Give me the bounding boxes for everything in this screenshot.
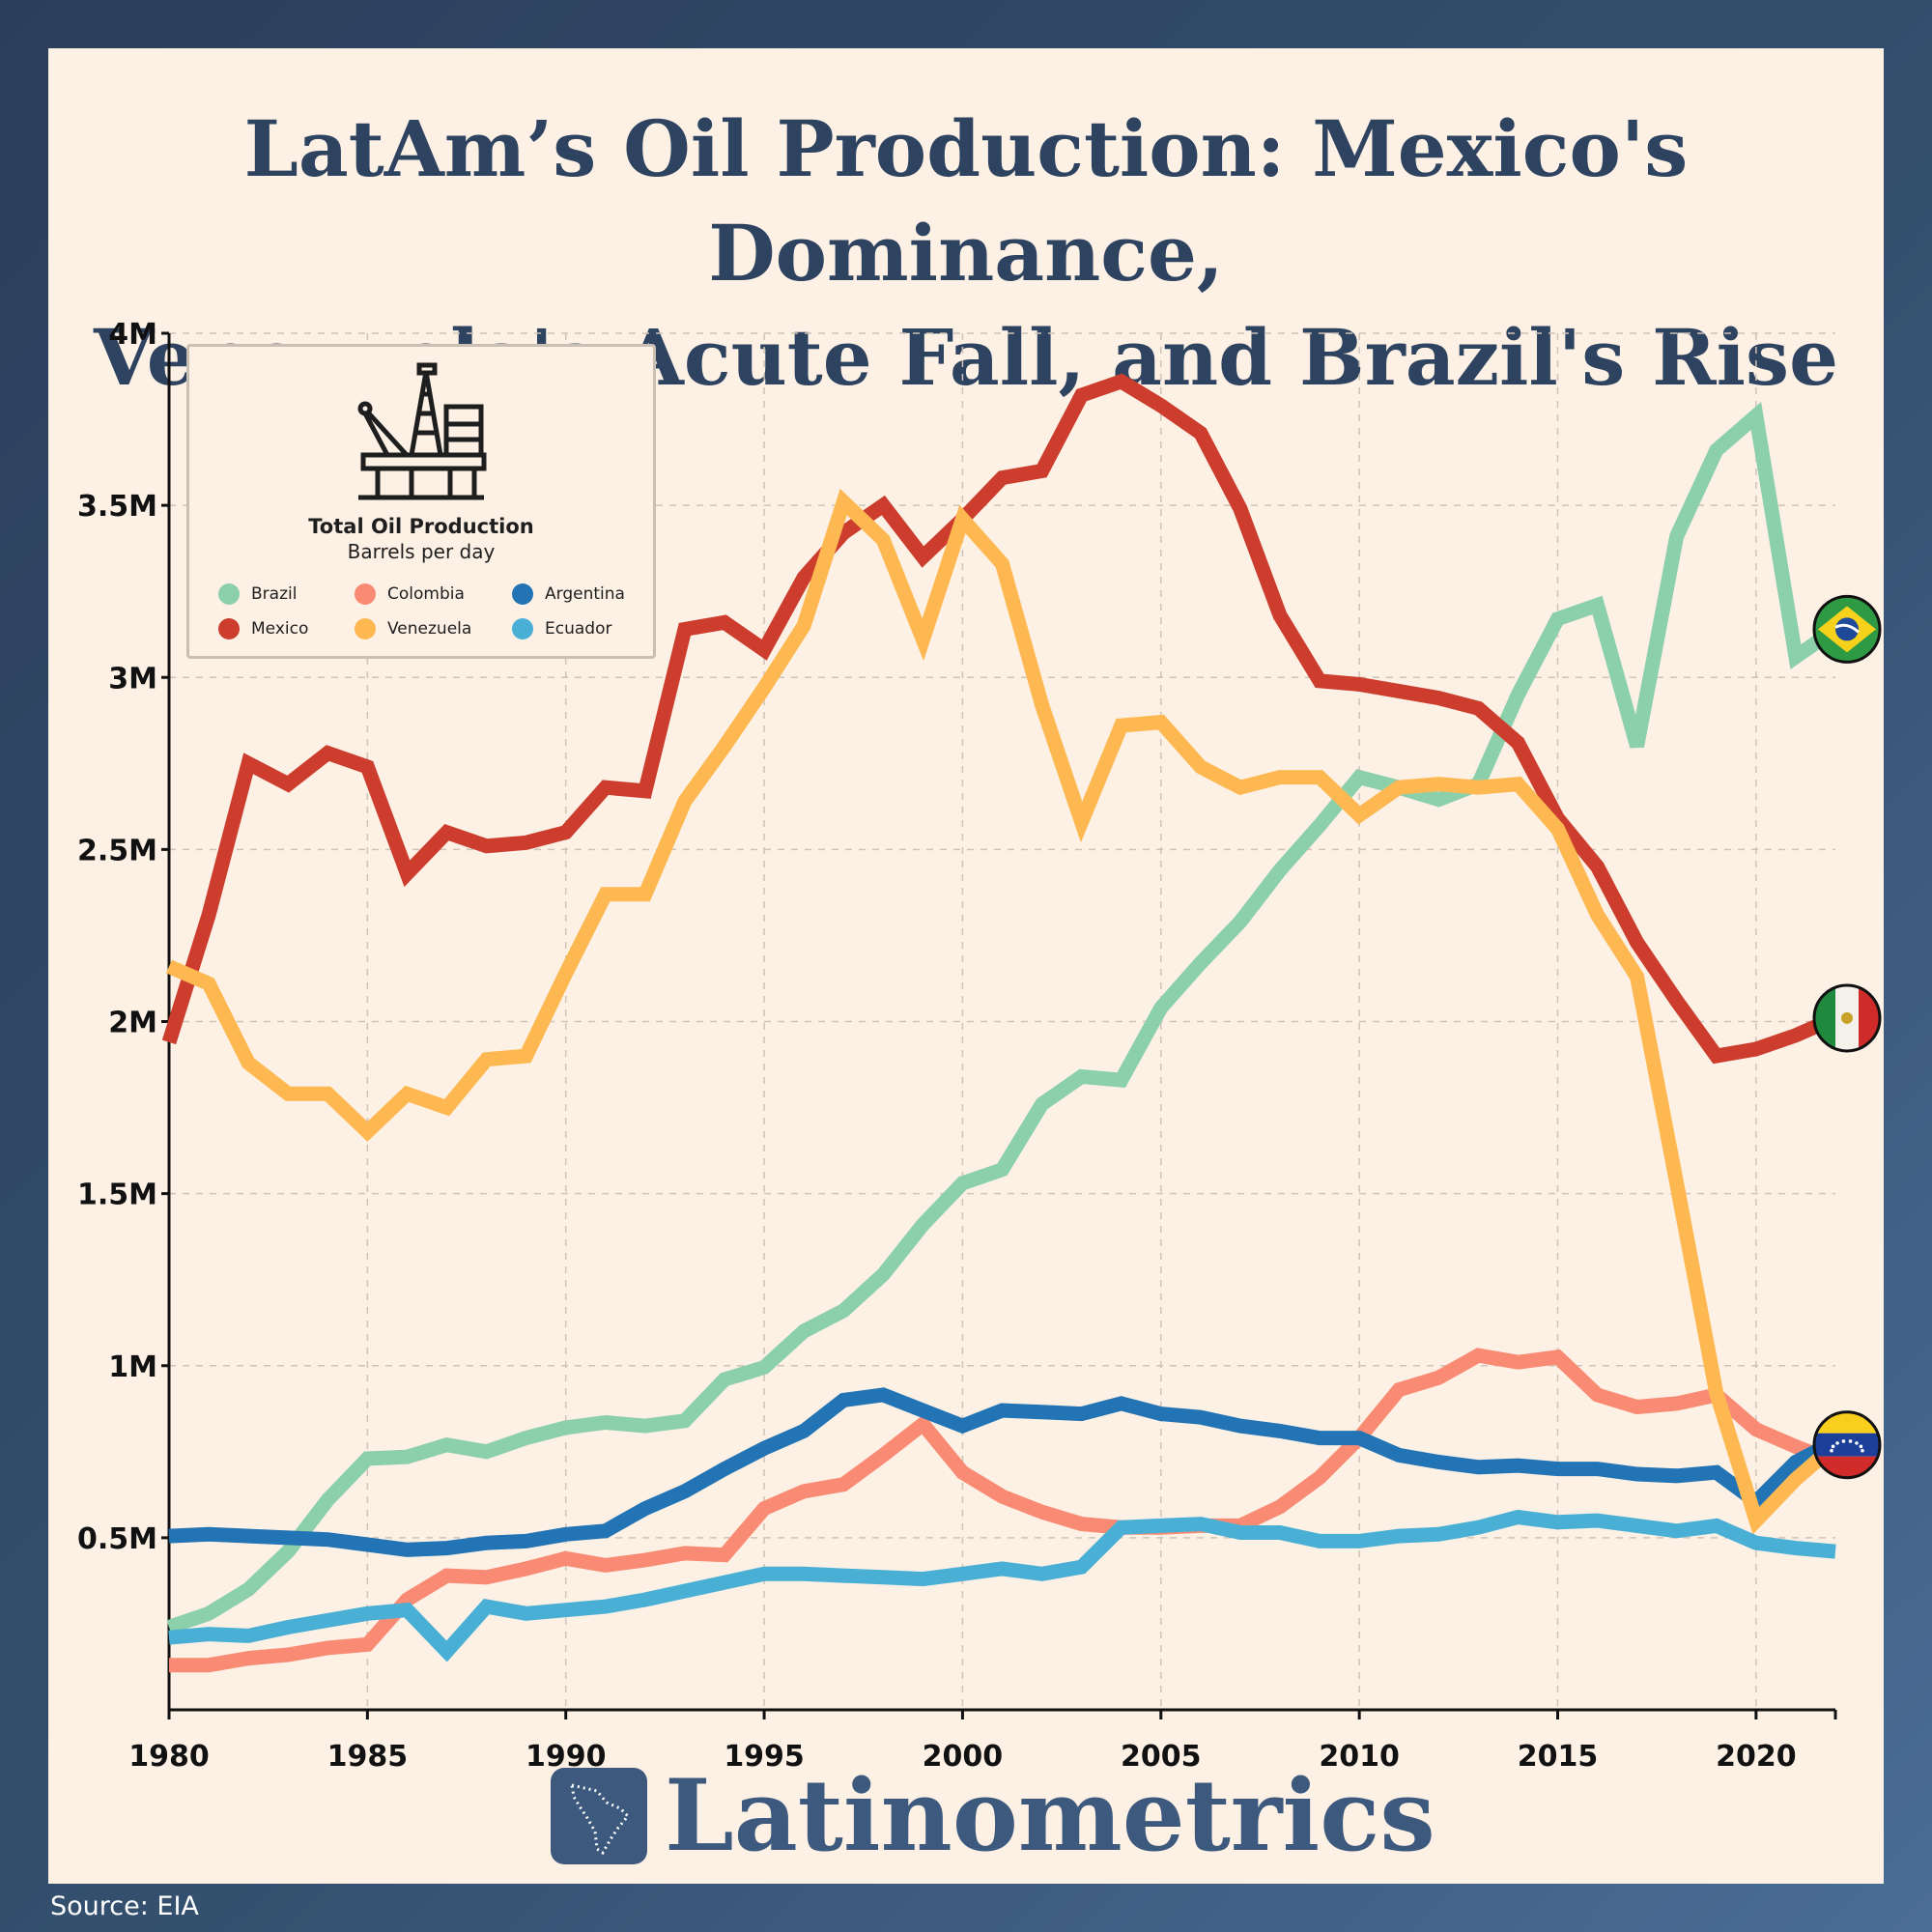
legend-label: Venezuela [387,619,472,639]
x-tick-label: 1985 [327,1740,409,1774]
y-tick-label: 2M [108,1007,157,1040]
legend-swatch [218,618,240,639]
x-tick-label: 2015 [1518,1740,1599,1774]
offshore-oil-rig-icon [357,362,487,500]
legend-swatch [512,618,533,639]
x-tick-label: 1995 [724,1740,805,1774]
legend-item-argentina: Argentina [512,582,625,607]
flag-star [1835,1441,1839,1445]
flag-border [1812,983,1882,1053]
flag-star [1848,1439,1853,1443]
end-markers [1812,594,1882,1480]
series-line-venezuela [166,488,1840,1535]
flag-star [1861,1448,1864,1453]
x-tick-label: 2005 [1121,1740,1202,1774]
flag-emblem [1841,1011,1853,1024]
source-note: Source: EIA [50,1891,199,1921]
brand-name: Latinometrics [665,1758,1435,1874]
x-tick-label: 1980 [128,1740,210,1774]
flag-star [1855,1441,1859,1445]
y-tick-label: 2.5M [77,834,157,867]
x-tick-label: 2000 [923,1740,1004,1774]
y-tick-label: 3.5M [77,490,157,524]
legend-item-mexico: Mexico [218,616,308,641]
flag-border [1812,1410,1882,1480]
flag-star [1859,1444,1863,1449]
venezuela-flag-icon [1812,1410,1882,1480]
legend-swatch [218,583,240,605]
legend-label: Mexico [251,619,309,639]
series-line-brazil [166,402,1840,1634]
y-tick-label: 1M [108,1350,157,1384]
flag-star [1831,1444,1835,1449]
legend: Total Oil Production Barrels per day Bra… [186,344,656,659]
legend-label: Ecuador [545,619,612,639]
series-lines [161,373,1840,1673]
series-line-argentina [168,1387,1839,1557]
x-tick-label: 2020 [1716,1740,1797,1774]
legend-item-colombia: Colombia [355,582,465,607]
flag-star [1841,1439,1846,1443]
mexico-flag-icon [1812,983,1882,1053]
y-tick-label: 3M [108,662,157,696]
y-tick-label: 4M [108,318,157,352]
legend-label: Colombia [387,584,465,604]
legend-subtitle: Barrels per day [347,540,496,563]
tick-labels: 1980 1985 1990 1995 2000 2005 2010 2015 20200.5M… [77,318,1797,1774]
flag-blue [1814,1433,1880,1457]
flag-band [1834,623,1861,634]
y-tick-label: 1.5M [77,1179,157,1212]
legend-swatch [512,583,533,605]
legend-item-brazil: Brazil [218,582,297,607]
x-tick-label: 2010 [1319,1740,1400,1774]
brand: Latinometrics [551,1766,1435,1866]
legend-swatch [355,618,376,639]
legend-swatch [355,583,376,605]
title-line-1: LatAm’s Oil Production: Mexico's Dominan… [243,103,1689,298]
legend-title: Total Oil Production [308,515,534,538]
y-tick-label: 0.5M [77,1522,157,1556]
legend-label: Argentina [545,584,625,604]
legend-item-venezuela: Venezuela [355,616,471,641]
flag-border [1812,594,1882,664]
flag-globe [1835,617,1859,641]
series-line-colombia [169,1348,1838,1673]
flag-star [1830,1448,1833,1453]
series-line-ecuador [168,1509,1836,1662]
legend-item-ecuador: Ecuador [512,616,611,641]
latin-america-map-icon [551,1768,647,1864]
legend-label: Brazil [251,584,298,604]
brazil-flag-icon [1812,594,1882,664]
